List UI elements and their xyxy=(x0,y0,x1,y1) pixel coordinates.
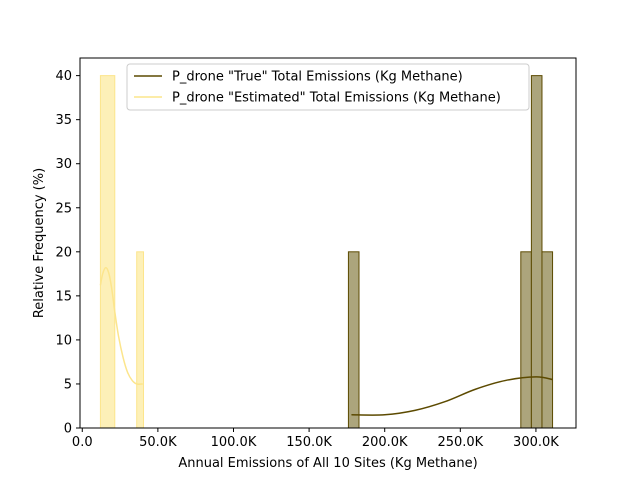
y-tick-label: 30 xyxy=(55,157,72,172)
kde-line xyxy=(99,266,143,385)
y-axis: 0 5 10 15 20 25 30 35 40 xyxy=(55,69,80,437)
y-tick-label: 20 xyxy=(55,245,72,260)
histogram-bar xyxy=(530,75,543,429)
legend: P_drone "True" Total Emissions (Kg Metha… xyxy=(126,63,530,111)
legend-label: P_drone "True" Total Emissions (Kg Metha… xyxy=(172,70,463,85)
histogram-bar xyxy=(99,75,116,429)
legend-box xyxy=(126,63,530,111)
legend-label: P_drone "Estimated" Total Emissions (Kg … xyxy=(172,91,501,106)
kde-line xyxy=(351,376,553,416)
y-axis-label: Relative Frequency (%) xyxy=(32,168,47,318)
y-tick-label: 5 xyxy=(64,377,72,392)
y-tick-label: 40 xyxy=(55,69,72,84)
x-tick-label: 50.0K xyxy=(139,435,177,450)
y-tick-label: 35 xyxy=(55,113,72,128)
y-tick-label: 10 xyxy=(55,333,72,348)
x-tick-label: 0.0 xyxy=(72,435,93,450)
plot-frame xyxy=(79,57,577,429)
x-tick-label: 150.0K xyxy=(286,435,332,450)
y-tick-label: 25 xyxy=(55,201,72,216)
histogram-bar xyxy=(136,251,145,429)
y-tick-label: 15 xyxy=(55,289,72,304)
x-tick-label: 100.0K xyxy=(211,435,257,450)
x-tick-label: 250.0K xyxy=(437,435,483,450)
x-tick-label: 300.0K xyxy=(513,435,559,450)
x-axis-label: Annual Emissions of All 10 Sites (Kg Met… xyxy=(178,456,477,471)
kde-layer xyxy=(99,266,553,416)
y-tick-label: 0 xyxy=(64,422,72,437)
histogram-bar xyxy=(541,251,554,429)
x-axis: 0.0 50.0K 100.0K 150.0K 200.0K 250.0K 300.0K xyxy=(72,428,559,450)
histogram-bar xyxy=(347,251,360,429)
x-tick-label: 200.0K xyxy=(362,435,408,450)
histogram-bar xyxy=(520,251,532,429)
